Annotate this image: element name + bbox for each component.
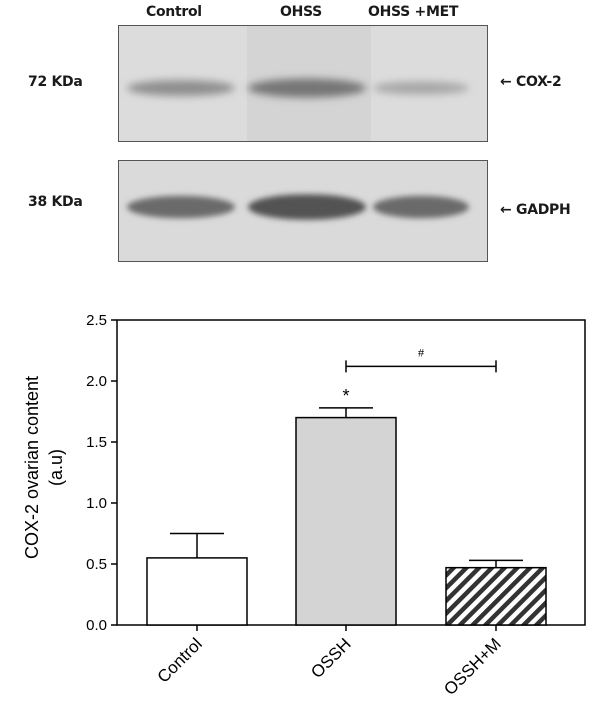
band-gadph-band-group-2 <box>373 195 469 219</box>
gadph-bands <box>119 161 487 261</box>
lane-label-ohss: OHSS <box>280 4 322 20</box>
bar-ossh <box>295 416 397 626</box>
significance-star: * <box>342 386 349 406</box>
protein-label-cox2: ← COX-2 <box>500 74 562 90</box>
bar-control <box>146 557 248 626</box>
band-cox2-band-group-2 <box>373 81 469 95</box>
lane-label-ohss-met: OHSS +MET <box>368 4 459 20</box>
y-tick-label: 2.5 <box>86 312 107 329</box>
weight-label-72kda: 72 KDa <box>28 74 83 90</box>
cox2-bands <box>119 26 487 141</box>
protein-label-gadph: ← GADPH <box>500 202 571 218</box>
x-tick-label: OSSH+M <box>440 634 505 699</box>
x-tick-label: OSSH <box>307 634 355 682</box>
x-tick-label: Control <box>154 634 206 686</box>
y-tick-label: 0.0 <box>86 617 107 634</box>
band-cox2-band-group-0 <box>127 80 235 96</box>
y-tick-label: 1.5 <box>86 434 107 451</box>
cox2-blot-panel <box>118 25 488 142</box>
bar-ossh-m <box>445 566 547 626</box>
lane-label-control: Control <box>146 4 202 20</box>
y-tick-label: 2.0 <box>86 373 107 390</box>
y-axis-label: (a.u) <box>46 449 66 486</box>
y-axis-label: COX-2 ovarian content <box>22 376 42 559</box>
band-gadph-band-group-0 <box>127 195 235 219</box>
gadph-blot-panel <box>118 160 488 262</box>
y-tick-label: 0.5 <box>86 556 107 573</box>
significance-hash: # <box>418 347 425 359</box>
band-cox2-band-group-1 <box>248 78 366 98</box>
weight-label-38kda: 38 KDa <box>28 194 83 210</box>
band-gadph-band-group-1 <box>248 194 366 220</box>
y-tick-label: 1.0 <box>86 495 107 512</box>
